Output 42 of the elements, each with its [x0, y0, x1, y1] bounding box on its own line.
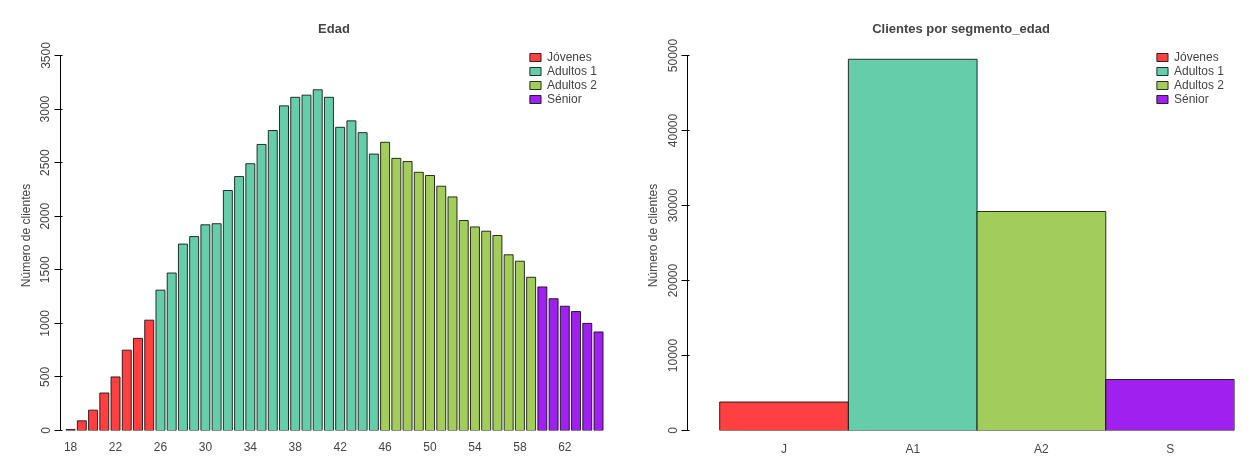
x-tick-label: 46: [378, 439, 393, 454]
x-tick-label: J: [781, 441, 788, 456]
y-tick-label: 30000: [665, 188, 680, 223]
y-tick-label: 0: [38, 426, 53, 434]
y-tick-label: 2500: [38, 148, 53, 176]
y-tick-label: 50000: [665, 38, 680, 73]
x-tick-label: 18: [63, 439, 78, 454]
y-tick-label: 2000: [38, 202, 53, 230]
x-tick-label: 34: [243, 439, 258, 454]
legend-label: Jóvenes: [1173, 50, 1219, 64]
x-tick-label: 62: [558, 439, 572, 454]
legend-label: Sénior: [546, 92, 582, 106]
legend-label: Adultos 1: [546, 64, 597, 78]
x-tick-label: A2: [1034, 441, 1050, 456]
y-tick-label: 20000: [665, 263, 680, 298]
legend-label: Sénior: [1173, 92, 1209, 106]
y-tick-label: 3000: [38, 95, 53, 123]
x-tick-label: 30: [198, 439, 213, 454]
y-tick-label: 0: [665, 426, 680, 434]
y-tick-label: 500: [38, 366, 53, 387]
x-tick-label: 22: [108, 439, 123, 454]
x-tick-label: 26: [153, 439, 168, 454]
x-tick-label: A1: [905, 441, 921, 456]
y-tick-label: 3500: [38, 41, 53, 69]
x-tick-label: 42: [333, 439, 348, 454]
legend-label: Adultos 2: [546, 78, 597, 92]
legend-label: Adultos 2: [1173, 78, 1224, 92]
legend-label: Adultos 1: [1173, 64, 1224, 78]
y-tick-label: 1500: [38, 256, 53, 284]
y-tick-label: 40000: [665, 113, 680, 148]
x-tick-label: 38: [288, 439, 303, 454]
y-tick-label: 10000: [665, 338, 680, 373]
x-tick-label: 54: [468, 439, 482, 454]
chart-title: Clientes por segmento_edad: [872, 20, 1050, 36]
y-axis-title: Número de clientes: [645, 183, 660, 288]
legend-label: Jóvenes: [546, 50, 592, 64]
x-tick-label: 58: [513, 439, 527, 454]
chart-title: Edad: [318, 20, 350, 36]
x-tick-label: S: [1166, 441, 1175, 456]
y-tick-label: 1000: [38, 309, 53, 337]
x-tick-label: 50: [423, 439, 438, 454]
y-axis-title: Número de clientes: [18, 183, 33, 288]
